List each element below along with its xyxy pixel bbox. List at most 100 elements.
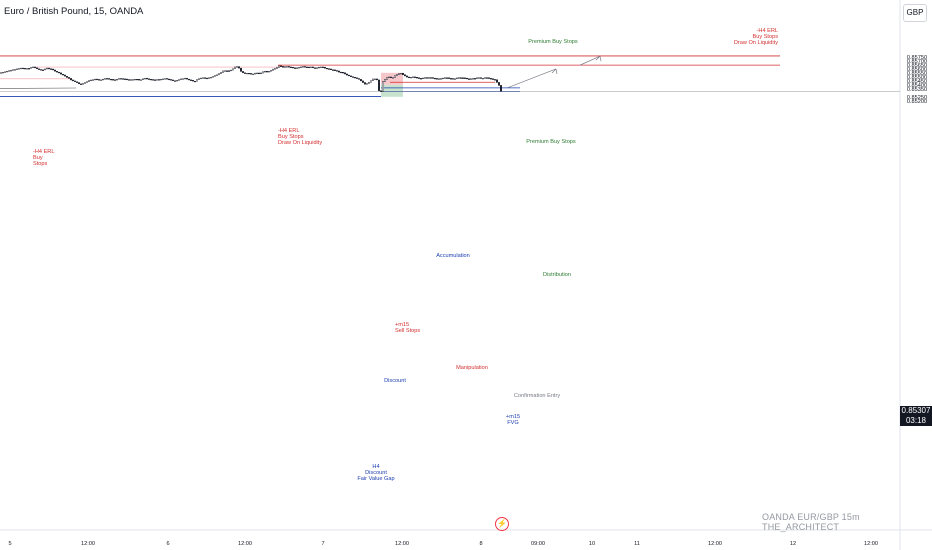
candle-body (132, 79, 134, 81)
candle-body (30, 67, 32, 69)
candle-body (482, 78, 484, 80)
candle-body (176, 80, 178, 82)
candle-body (158, 79, 160, 81)
candle-body (34, 66, 36, 69)
chart-title: Euro / British Pound, 15, OANDA (4, 6, 144, 17)
candle-body (466, 77, 468, 80)
candle-body (148, 78, 150, 80)
candle-body (318, 66, 320, 69)
candle-body (314, 67, 316, 69)
candle-body (284, 66, 286, 68)
candle-body (336, 70, 338, 72)
candle-body (88, 80, 90, 82)
candle-body (118, 78, 120, 80)
arrow-head (595, 55, 602, 62)
sell-stops-label: +m15 (395, 322, 409, 328)
candle-body (0, 72, 2, 74)
candle-body (476, 77, 478, 79)
candle-body (268, 71, 270, 73)
candle-body (10, 70, 12, 72)
candle-body (434, 77, 436, 80)
candle-body (74, 80, 76, 82)
y-tick-label: 0.85500 (907, 75, 927, 81)
erl-left-label: Buy (33, 155, 43, 161)
candle-body (436, 78, 438, 80)
sell-stops-label: Sell Stops (395, 328, 420, 334)
erl-left-label: Stops (33, 161, 48, 167)
discount-label: Discount (384, 378, 406, 384)
candle-body (186, 77, 188, 80)
candle-body (342, 72, 344, 74)
x-tick-label: 09:00 (531, 541, 545, 547)
candle-body (180, 78, 182, 80)
candle-body (60, 72, 62, 75)
candle-body (274, 68, 276, 70)
candle-body (102, 78, 104, 81)
x-tick-label: 12:00 (395, 541, 409, 547)
candle-body (98, 79, 100, 81)
candle-body (222, 70, 224, 73)
y-tick-label: 0.85600 (907, 67, 927, 73)
currency-button[interactable]: GBP (903, 4, 927, 22)
candle-body (390, 76, 392, 78)
candle-body (258, 72, 260, 75)
candle-body (412, 76, 414, 78)
x-tick-label: 12:00 (238, 541, 252, 547)
candle-body (174, 80, 176, 82)
candle-body (168, 78, 170, 81)
candle-body (142, 78, 144, 81)
candle-body (326, 67, 328, 70)
candle-body (396, 74, 398, 76)
manipulation-label: Manipulation (456, 365, 488, 371)
candle-body (296, 67, 298, 69)
candle-body (252, 73, 254, 76)
candle-body (480, 77, 482, 79)
candle-body (456, 77, 458, 79)
candle-body (308, 66, 310, 69)
candle-body (194, 80, 196, 83)
candle-body (312, 66, 314, 68)
candle-body (270, 70, 272, 72)
distribution-label: Distribution (543, 272, 571, 278)
candle-body (250, 73, 252, 75)
candle-body (124, 78, 126, 80)
candle-body (298, 67, 300, 69)
y-tick-label: 0.85250 (907, 95, 927, 101)
erl-right-label: Buy Stops (753, 34, 779, 40)
candle-body (340, 71, 342, 74)
erl-right-label: Draw On Liquidity (734, 40, 778, 46)
candle-body (472, 78, 474, 80)
candle-body (424, 77, 426, 79)
candle-body (214, 75, 216, 77)
candle-body (230, 69, 232, 72)
flash-icon[interactable]: ⚡ (495, 517, 509, 531)
candle-body (448, 77, 450, 79)
candle-body (328, 68, 330, 70)
candle-body (70, 78, 72, 81)
candle-body (490, 78, 492, 80)
candle-body (50, 68, 52, 70)
premium-arrow (579, 55, 601, 66)
candle-body (2, 72, 4, 74)
candle-body (94, 78, 96, 81)
x-tick-label: 12:00 (864, 541, 878, 547)
candle-body (96, 78, 98, 81)
candle-body (152, 79, 154, 81)
candle-body (212, 76, 214, 78)
candle-body (202, 77, 204, 79)
candle-body (226, 70, 228, 72)
candle-body (156, 79, 158, 81)
candle-body (426, 77, 428, 79)
candle-body (172, 79, 174, 81)
y-tick-label: 0.85400 (907, 83, 927, 89)
candle-body (26, 68, 28, 70)
candle-body (208, 77, 210, 79)
candle-body (294, 67, 296, 69)
candle-body (114, 79, 116, 81)
candle-body (488, 77, 490, 79)
candle-body (182, 78, 184, 80)
candle-body (216, 74, 218, 76)
candle-body (304, 66, 306, 68)
candle-body (140, 79, 142, 81)
